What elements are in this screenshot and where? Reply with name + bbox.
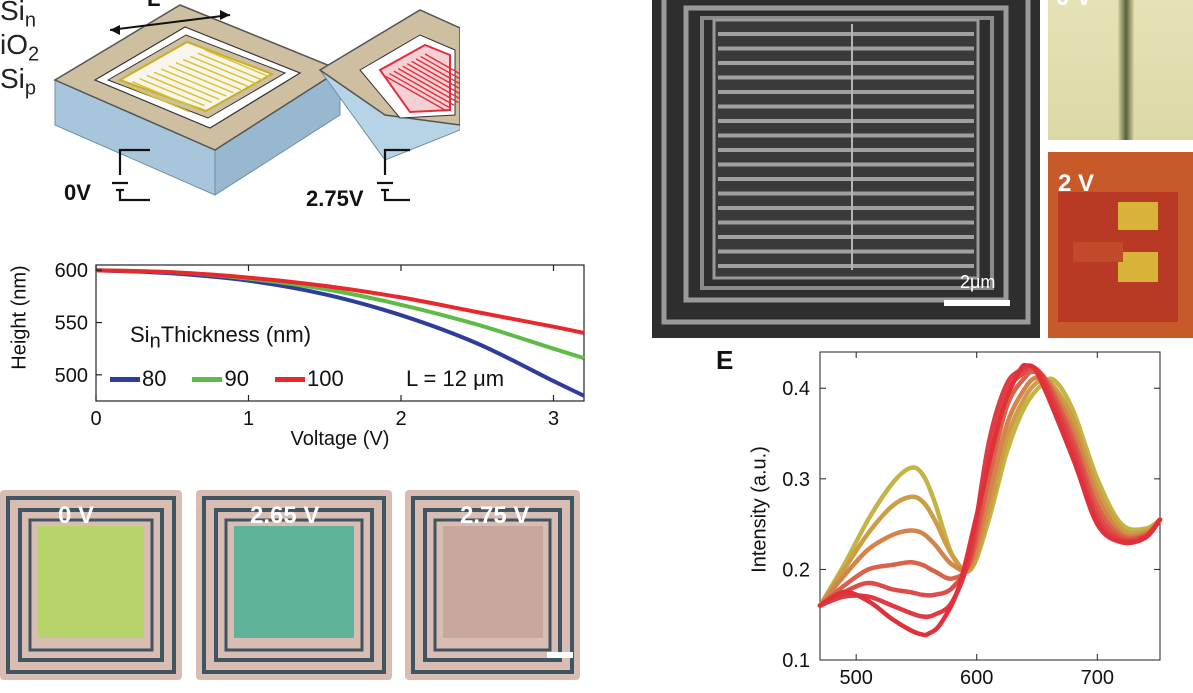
- device-left: [53, 4, 342, 202]
- micrograph-0v-label: 0 V: [58, 502, 95, 529]
- sem-structure: [661, 0, 1031, 325]
- schematic-panel: Sin iO2 Sip L 0V 2.75V: [0, 0, 486, 220]
- legend: 80 90 100: [110, 366, 344, 392]
- spectra-series-4: [817, 369, 1163, 608]
- legend-item-100: 100: [274, 366, 344, 392]
- height-xtick-label-3: 3: [548, 408, 559, 430]
- height-xtick-label-0: 0: [90, 408, 101, 430]
- device-right: [318, 9, 486, 202]
- height-ytick-label-500: 500: [55, 365, 88, 387]
- micrograph-scale-bar: [547, 652, 573, 658]
- legend-title: SinThickness (nm): [130, 322, 312, 353]
- panel-letter-partial: L: [147, 0, 160, 12]
- schematic-drawing: [53, 4, 486, 202]
- height-ytick-label-550: 550: [55, 313, 88, 335]
- height-ylabel: Height (nm): [8, 265, 31, 370]
- spectra-panel-letter: E: [716, 345, 734, 375]
- spectra-xtick-label-600: 600: [960, 667, 993, 688]
- height-series-100: [95, 268, 585, 335]
- height-xlabel: Voltage (V): [290, 428, 390, 450]
- spectra-xtick-label-700: 700: [1081, 667, 1114, 688]
- micrograph-2-65v-frames: [202, 496, 386, 674]
- micrograph-2-65v-label: 2.65 V: [250, 502, 320, 529]
- voltage-label-left: 0V: [64, 180, 91, 205]
- optical-bottom-pattern: [1048, 152, 1193, 338]
- height-xtick-label-1: 1: [243, 408, 254, 430]
- spectra-ytick-label-0.1: 0.1: [782, 650, 810, 672]
- height-chart-svg: 500 550 600 0 1 2 3: [55, 260, 585, 430]
- micrograph-0v: 0 V: [0, 490, 182, 680]
- micrograph-2-75v-frames: [411, 496, 574, 674]
- optical-top-stripe: [1118, 0, 1134, 140]
- legend-item-80: 80: [110, 366, 166, 392]
- micrograph-2-75v-label: 2.75 V: [460, 502, 530, 529]
- sem-scale-bar: [944, 300, 1010, 306]
- spectra-chart-svg: 0.1 0.2 0.3 0.4 500 600 700: [782, 351, 1163, 689]
- spectra-ytick-label-0.2: 0.2: [782, 559, 810, 581]
- spectra-chart: E 0.1 0.2 0.3 0.4 500 600 700 Intensity (a.u.): [700, 345, 1193, 689]
- optical-top: 0 V: [1048, 0, 1193, 140]
- layer-label-sio2: iO2: [0, 29, 40, 66]
- height-chart: 500 550 600 0 1 2 3 Height (nm) Voltage (V) S…: [0, 248, 600, 463]
- spectra-ylabel: Intensity (a.u.): [748, 446, 771, 573]
- length-annotation: L = 12 μm: [406, 366, 505, 391]
- spectra-ytick-label-0.3: 0.3: [782, 469, 810, 491]
- micrograph-2-65v: 2.65 V: [196, 490, 392, 680]
- micrograph-0v-frames: [6, 496, 176, 674]
- micrograph-2-75v: 2.75 V: [405, 490, 580, 680]
- voltage-label-right: 2.75V: [306, 186, 364, 211]
- layer-label-si-n: Sin: [0, 0, 37, 32]
- sem-scale-label: 2μm: [960, 272, 996, 292]
- height-ytick-label-600: 600: [55, 260, 88, 282]
- height-xtick-label-2: 2: [395, 408, 406, 430]
- optical-top-label: 0 V: [1056, 0, 1092, 12]
- optical-bottom-label: 2 V: [1058, 170, 1095, 197]
- optical-bottom: 2 V: [1048, 152, 1193, 338]
- spectra-xtick-label-500: 500: [839, 667, 872, 688]
- spectra-series-2: [817, 376, 1163, 608]
- legend-item-90: 90: [192, 366, 249, 392]
- layer-label-si-p: Sip: [0, 63, 37, 100]
- spectra-series-7: [817, 362, 1163, 638]
- spectra-ytick-label-0.4: 0.4: [782, 378, 810, 400]
- spectra-series-3: [817, 374, 1163, 608]
- sem-image: 2μm: [652, 0, 1040, 338]
- spectra-series-1: [817, 376, 1163, 608]
